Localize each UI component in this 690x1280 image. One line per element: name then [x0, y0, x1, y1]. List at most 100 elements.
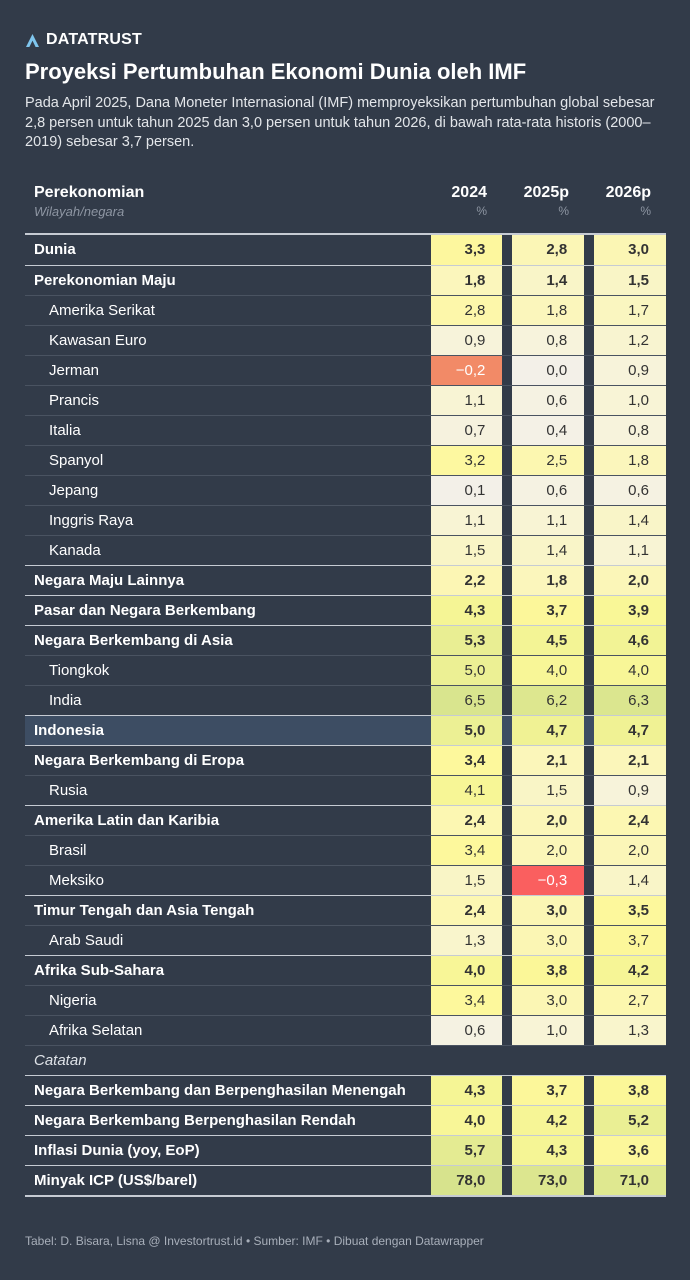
header-year: 2024 — [451, 184, 487, 201]
value-cell: 2,8 — [512, 235, 585, 265]
table-row: Spanyol 3,2 2,5 1,8 — [25, 445, 666, 475]
value-cell: 4,1 — [430, 776, 503, 805]
value-cell: 0,7 — [430, 416, 503, 445]
value-cell: 3,0 — [594, 235, 666, 265]
table-header: Perekonomian Wilayah/negara 2024 % 2025p… — [25, 176, 666, 235]
row-label: Rusia — [49, 782, 88, 799]
value-cell: 3,8 — [512, 956, 585, 985]
row-label: Timur Tengah dan Asia Tengah — [34, 902, 255, 919]
table-row: Prancis 1,1 0,6 1,0 — [25, 385, 666, 415]
header-unit: % — [476, 204, 487, 218]
table-row: Inflasi Dunia (yoy, EoP) 5,7 4,3 3,6 — [25, 1135, 666, 1165]
value-cell: 4,0 — [430, 1106, 503, 1135]
row-label: Afrika Sub-Sahara — [34, 962, 165, 979]
row-label: India — [49, 692, 82, 709]
row-label: Tiongkok — [49, 662, 110, 679]
value-cell: 0,6 — [512, 386, 585, 415]
table-row: Arab Saudi 1,3 3,0 3,7 — [25, 925, 666, 955]
value-cell: 3,7 — [512, 1076, 585, 1105]
value-cell: 5,0 — [430, 716, 503, 745]
value-cell: 1,8 — [594, 446, 666, 475]
value-cell: 1,1 — [594, 536, 666, 565]
value-cell: 1,4 — [594, 506, 666, 535]
row-label: Perekonomian Maju — [34, 272, 176, 289]
value-cell: 5,2 — [594, 1106, 666, 1135]
value-cell: 4,3 — [430, 1076, 503, 1105]
value-cell: 3,7 — [594, 926, 666, 955]
value-cell: 0,9 — [594, 356, 666, 385]
table-row: Timur Tengah dan Asia Tengah 2,4 3,0 3,5 — [25, 895, 666, 925]
value-cell: 4,2 — [594, 956, 666, 985]
row-label: Jepang — [49, 482, 99, 499]
value-cell: 2,8 — [430, 296, 503, 325]
table-row: Jepang 0,1 0,6 0,6 — [25, 475, 666, 505]
header-sublabel: Wilayah/negara — [34, 204, 125, 219]
value-cell: 5,0 — [430, 656, 503, 685]
table-row: Negara Maju Lainnya 2,2 1,8 2,0 — [25, 565, 666, 595]
table-row: Meksiko 1,5 −0,3 1,4 — [25, 865, 666, 895]
value-cell: 1,0 — [594, 386, 666, 415]
value-cell: 4,3 — [430, 596, 503, 625]
value-cell: 5,7 — [430, 1136, 503, 1165]
row-label: Afrika Selatan — [49, 1022, 143, 1039]
row-label: Jerman — [49, 362, 100, 379]
value-cell: 73,0 — [512, 1166, 585, 1195]
table-body: Dunia 3,3 2,8 3,0 Perekonomian Maju 1,8 1,4 1,5… — [25, 235, 666, 1195]
header-year: 2026p — [605, 184, 651, 201]
value-cell: 1,3 — [430, 926, 503, 955]
value-cell — [431, 1046, 503, 1075]
row-label: Dunia — [34, 241, 76, 258]
value-cell: 3,0 — [512, 986, 585, 1015]
value-cell: 1,8 — [512, 296, 585, 325]
header-col-2024: 2024 % — [422, 184, 504, 218]
table-row: Perekonomian Maju 1,8 1,4 1,5 — [25, 265, 666, 295]
value-cell: 4,0 — [594, 656, 666, 685]
header-year: 2025p — [523, 184, 569, 201]
row-label: Pasar dan Negara Berkembang — [34, 602, 256, 619]
table-row: Negara Berkembang di Asia 5,3 4,5 4,6 — [25, 625, 666, 655]
brand: DATATRUST — [25, 31, 142, 49]
footer-credits: Tabel: D. Bisara, Lisna @ Investortrust.… — [25, 1234, 484, 1248]
row-label: Nigeria — [49, 992, 97, 1009]
row-label: Amerika Serikat — [49, 302, 155, 319]
value-cell: 4,7 — [512, 716, 585, 745]
value-cell: 3,0 — [512, 926, 585, 955]
row-label: Minyak ICP (US$/barel) — [34, 1172, 198, 1189]
table-row: Indonesia 5,0 4,7 4,7 — [25, 715, 666, 745]
row-label: Negara Berkembang di Eropa — [34, 752, 245, 769]
table-row: Nigeria 3,4 3,0 2,7 — [25, 985, 666, 1015]
value-cell: 6,5 — [430, 686, 503, 715]
value-cell: 1,5 — [430, 536, 503, 565]
value-cell: −0,2 — [430, 356, 503, 385]
brand-name: DATATRUST — [46, 31, 143, 48]
row-label: Italia — [49, 422, 81, 439]
value-cell: 0,4 — [512, 416, 585, 445]
value-cell: 0,8 — [594, 416, 666, 445]
table-row: Italia 0,7 0,4 0,8 — [25, 415, 666, 445]
value-cell: 0,0 — [512, 356, 585, 385]
value-cell: 0,1 — [430, 476, 503, 505]
value-cell: 4,0 — [512, 656, 585, 685]
header-col-2026p: 2026p % — [586, 184, 668, 218]
value-cell: 1,4 — [512, 266, 585, 295]
value-cell: 1,2 — [594, 326, 666, 355]
table-row: Rusia 4,1 1,5 0,9 — [25, 775, 666, 805]
value-cell: 2,0 — [594, 836, 666, 865]
value-cell: 1,8 — [430, 266, 503, 295]
value-cell: 1,4 — [512, 536, 585, 565]
table-bottom-rule — [25, 1195, 666, 1197]
value-cell — [594, 1046, 666, 1075]
header-col-2025p: 2025p % — [504, 184, 586, 218]
datatrust-logo-icon — [26, 33, 39, 47]
value-cell: 71,0 — [594, 1166, 666, 1195]
header-unit: % — [640, 204, 651, 218]
value-cell: 2,1 — [512, 746, 585, 775]
page-title: Proyeksi Pertumbuhan Ekonomi Dunia oleh … — [25, 59, 527, 84]
table-row: Pasar dan Negara Berkembang 4,3 3,7 3,9 — [25, 595, 666, 625]
value-cell: 3,2 — [430, 446, 503, 475]
value-cell: 6,3 — [594, 686, 666, 715]
row-label: Negara Maju Lainnya — [34, 572, 185, 589]
table-row: Kawasan Euro 0,9 0,8 1,2 — [25, 325, 666, 355]
row-label: Arab Saudi — [49, 932, 124, 949]
